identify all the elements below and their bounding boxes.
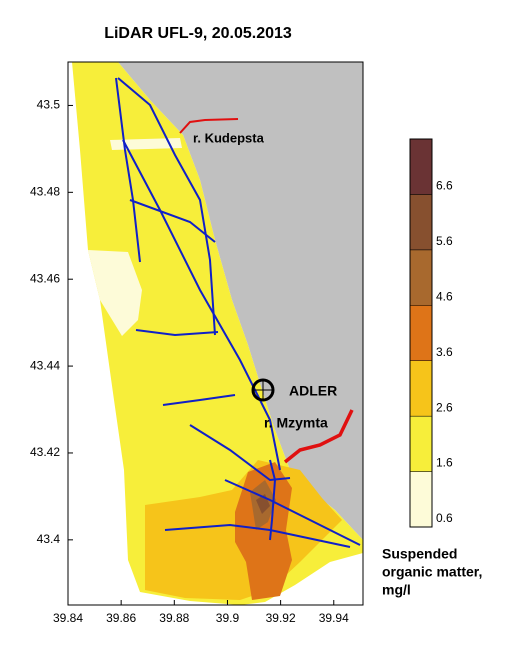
x-tick-label: 39.94	[319, 611, 349, 625]
city-label: ADLER	[289, 383, 337, 399]
river-label: r. Kudepsta	[193, 130, 265, 145]
track	[129, 199, 216, 243]
colorbar-band	[409, 415, 433, 472]
title: LiDAR UFL-9, 20.05.2013	[104, 25, 292, 42]
colorbar-tick-label: 0.6	[436, 511, 453, 525]
x-tick-label: 39.9	[216, 611, 240, 625]
colorbar-tick-label: 2.6	[436, 400, 453, 414]
high-zone	[235, 462, 292, 600]
low-zone	[110, 138, 182, 150]
low-zone	[88, 250, 142, 336]
track	[164, 523, 351, 548]
colorbar-band	[409, 249, 433, 306]
x-tick-label: 39.88	[159, 611, 189, 625]
colorbar-band	[409, 471, 433, 528]
colorbar-tick-label: 4.6	[436, 289, 453, 303]
colorbar-tick-label: 6.6	[436, 179, 453, 193]
ship-tracks	[115, 77, 361, 548]
y-tick-label: 43.44	[30, 358, 60, 372]
colorbar-band	[409, 305, 433, 361]
track	[117, 77, 216, 336]
x-tick-label: 39.86	[106, 611, 136, 625]
river-mzymta	[283, 409, 354, 464]
map-area: r. Kudepsta ADLER r. Mzymta	[67, 61, 364, 606]
colorbar-band	[409, 194, 433, 251]
y-tick-label: 43.42	[30, 445, 60, 459]
colorbar-title: Suspended	[382, 546, 457, 562]
sea-field	[72, 62, 363, 605]
track	[135, 329, 219, 337]
colorbar-title: organic matter,	[382, 564, 482, 580]
colorbar-tick-label: 5.6	[436, 234, 453, 248]
x-tick-label: 39.84	[53, 611, 83, 625]
y-tick-label: 43.46	[30, 271, 60, 285]
y-tick-label: 43.48	[30, 184, 60, 198]
y-tick-label: 43.5	[37, 98, 61, 112]
track	[162, 394, 236, 406]
track	[122, 139, 281, 471]
y-tick-label: 43.4	[37, 532, 61, 546]
river-label: r. Mzymta	[264, 415, 328, 431]
colorbar-title: mg/l	[382, 582, 411, 598]
track	[115, 77, 141, 263]
colorbar-band	[409, 360, 433, 417]
land	[118, 62, 363, 540]
colorbar-tick-label: 1.6	[436, 456, 453, 470]
plot-frame	[67, 61, 364, 606]
river-kudepsta	[179, 118, 239, 134]
track	[189, 424, 291, 482]
track	[224, 479, 361, 546]
x-tick-label: 39.92	[266, 611, 296, 625]
colorbar-frame	[409, 138, 433, 528]
colorbar-tick-label: 3.6	[436, 345, 453, 359]
track	[269, 459, 277, 541]
colorbar-band	[409, 138, 433, 195]
